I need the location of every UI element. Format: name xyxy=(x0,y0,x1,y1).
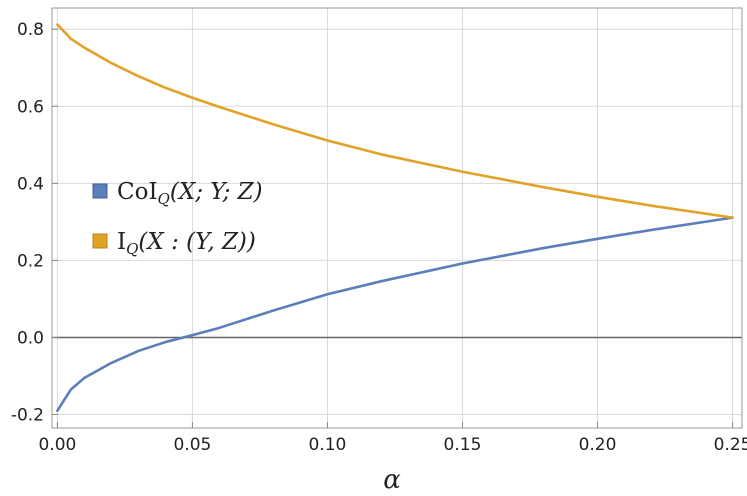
x-axis-label: α xyxy=(383,465,401,495)
x-tick-label: 0.20 xyxy=(579,435,617,455)
legend-label-iq-main: I xyxy=(117,229,126,255)
legend-label-coi-sub: Q xyxy=(158,190,170,208)
y-tick-label: -0.2 xyxy=(11,406,44,426)
x-tick-label: 0.25 xyxy=(714,435,747,455)
x-tick-label: 0.15 xyxy=(444,435,482,455)
legend-label-coi-args: (X; Y; Z) xyxy=(170,179,263,205)
legend-label-coi: CoIQ(X; Y; Z) xyxy=(117,179,263,208)
legend-swatch-coi xyxy=(92,183,108,199)
y-tick-label: 0.0 xyxy=(17,328,44,348)
y-tick-label: 0.4 xyxy=(17,174,44,194)
legend-item-iq: IQ(X : (Y, Z)) xyxy=(92,229,256,258)
legend: CoIQ(X; Y; Z) IQ(X : (Y, Z)) xyxy=(92,179,263,258)
legend-label-iq-sub: Q xyxy=(126,240,138,258)
legend-label-iq-args: (X : (Y, Z)) xyxy=(138,229,255,255)
legend-label-iq: IQ(X : (Y, Z)) xyxy=(117,229,256,258)
x-tick-label: 0.10 xyxy=(309,435,347,455)
legend-item-coi: CoIQ(X; Y; Z) xyxy=(92,179,263,208)
legend-label-coi-main: CoI xyxy=(117,179,158,205)
y-tick-label: 0.6 xyxy=(17,97,44,117)
y-tick-label: 0.8 xyxy=(17,20,44,40)
x-tick-label: 0.05 xyxy=(174,435,212,455)
x-tick-label: 0.00 xyxy=(38,435,76,455)
axis-ticks: 0.00 0.05 0.10 0.15 0.20 0.25 -0.2 0.0 0.2 0.4 0.6… xyxy=(11,20,747,455)
series-lines xyxy=(56,23,734,412)
plot-frame xyxy=(51,7,743,429)
series-line-iq xyxy=(56,23,734,219)
y-tick-label: 0.2 xyxy=(17,251,44,271)
legend-swatch-iq xyxy=(92,233,108,249)
grid-lines xyxy=(52,8,742,428)
series-line-coi xyxy=(56,216,734,412)
